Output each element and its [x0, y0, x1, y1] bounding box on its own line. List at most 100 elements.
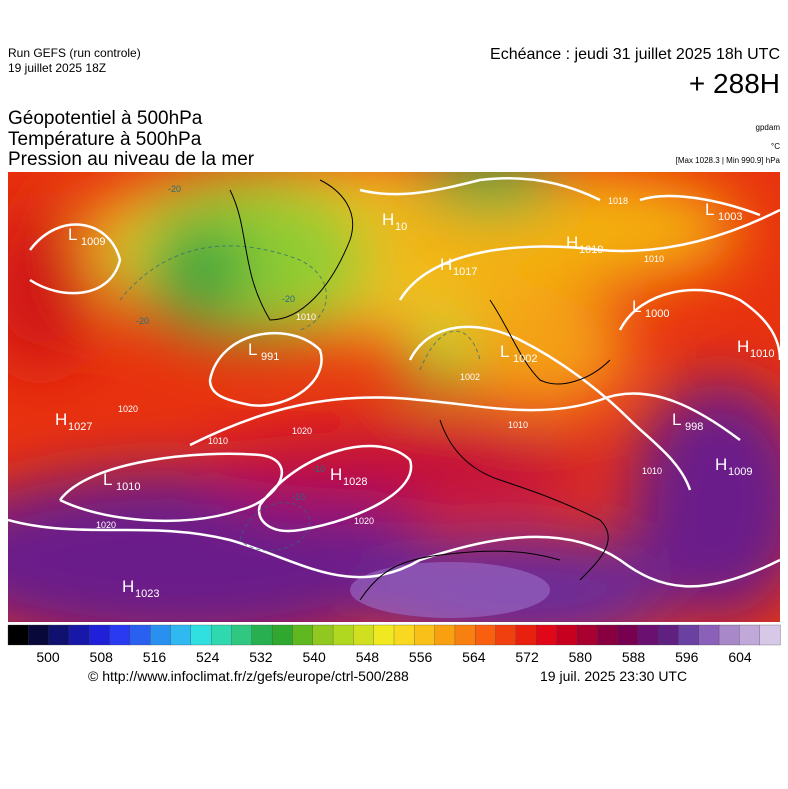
center-kind: L: [68, 225, 77, 244]
center-value: 1010: [116, 481, 140, 493]
colorbar-tick: 540: [302, 649, 326, 665]
colorbar-tick: 524: [196, 649, 220, 665]
isobar-label: 1018: [608, 196, 628, 206]
center-kind: H: [737, 337, 749, 356]
colorbar-swatch: [414, 624, 436, 646]
colorbar-swatch: [739, 624, 761, 646]
center-kind: H: [566, 233, 578, 252]
colorbar-swatch: [678, 624, 700, 646]
source-url: © http://www.infoclimat.fr/z/gefs/europe…: [88, 668, 409, 684]
colorbar-swatch: [393, 624, 415, 646]
colorbar-swatch: [597, 624, 619, 646]
center-value: 1002: [513, 353, 537, 365]
center-value: 1017: [453, 266, 477, 278]
colorbar-tick: 604: [728, 649, 752, 665]
colorbar-tick: 556: [409, 649, 433, 665]
center-kind: H: [55, 410, 67, 429]
unit: gpdam: [755, 123, 780, 132]
colorbar-swatch: [373, 624, 395, 646]
center-value: 1009: [81, 236, 105, 248]
isotherm-label: -20: [282, 294, 295, 304]
center-value: 998: [685, 421, 703, 433]
colorbar-swatch: [759, 624, 781, 646]
isobar-label: 1002: [460, 372, 480, 382]
colorbar-swatch: [495, 624, 517, 646]
colorbar-tick: 580: [569, 649, 593, 665]
colorbar-swatch: [657, 624, 680, 646]
center-kind: H: [122, 577, 134, 596]
layer: Température à 500hPa: [8, 129, 202, 150]
colorbar-swatch: [48, 624, 70, 646]
run: Run GEFS (run controle): [8, 46, 141, 60]
colorbar-swatch: [576, 624, 598, 646]
colorbar-tick: 596: [675, 649, 699, 665]
colorbar-swatch: [312, 624, 334, 646]
center-kind: H: [440, 255, 452, 274]
colorbar-swatch: [515, 624, 537, 646]
layer: Pression au niveau de la mer: [8, 149, 255, 170]
center-kind: H: [715, 455, 727, 474]
center-value: 1003: [718, 211, 742, 223]
isobar-label: 1010: [296, 312, 316, 322]
center-value: 1009: [728, 466, 752, 478]
isobar-label: 1020: [292, 426, 312, 436]
colorbar-tick: 548: [356, 649, 380, 665]
colorbar-tick: 564: [462, 649, 486, 665]
center-kind: H: [382, 210, 394, 229]
isotherm-label: -20: [136, 316, 149, 326]
colorbar-swatch: [68, 624, 90, 646]
isobar-label: 1010: [508, 420, 528, 430]
colorbar-tick: 532: [249, 649, 273, 665]
colorbar-swatch: [129, 624, 151, 646]
center-kind: L: [705, 200, 714, 219]
colorbar-swatch: [271, 624, 294, 646]
isobar-label: 1010: [644, 254, 664, 264]
issue-time: 19 juil. 2025 23:30 UTC: [540, 668, 688, 684]
unit: [Max 1028.3 | Min 990.9] hPa: [675, 156, 780, 165]
colorbar-swatch: [332, 624, 355, 646]
isobar-label: 1010: [642, 466, 662, 476]
unit: °C: [771, 142, 780, 151]
center-kind: L: [500, 342, 509, 361]
isotherm-label: -20: [168, 184, 181, 194]
center-value: 1000: [645, 308, 669, 320]
center-value: 1010: [750, 348, 774, 360]
colorbar-swatch: [698, 624, 720, 646]
colorbar-swatch: [718, 624, 741, 646]
colorbar-swatch: [353, 624, 375, 646]
colorbar-swatch: [89, 624, 111, 646]
isobar-label: 1020: [354, 516, 374, 526]
colorbar-tick: 516: [143, 649, 167, 665]
colorbar-tick: 572: [515, 649, 539, 665]
center-kind: L: [248, 340, 257, 359]
center-kind: H: [330, 465, 342, 484]
colorbar-swatch: [637, 624, 659, 646]
lead-time: + 288H: [688, 68, 780, 99]
colorbar-tick: 500: [36, 649, 60, 665]
isotherm-label: -10: [312, 464, 325, 474]
colorbar-swatch: [190, 624, 212, 646]
colorbar-swatch: [617, 624, 639, 646]
colorbar-swatch: [292, 624, 314, 646]
colorbar-swatch: [251, 624, 273, 646]
center-kind: L: [672, 410, 681, 429]
isobar-label: 1010: [208, 436, 228, 446]
center-value: 1019: [579, 244, 603, 256]
isotherm-label: -10: [292, 492, 305, 502]
center-kind: L: [103, 470, 112, 489]
layer: Géopotentiel à 500hPa: [8, 108, 203, 129]
center-kind: L: [632, 297, 641, 316]
center-value: 1023: [135, 588, 159, 600]
colorbar-swatch: [231, 624, 253, 646]
colorbar-swatch: [556, 624, 578, 646]
colorbar-swatch: [434, 624, 456, 646]
run-date: 19 juillet 2025 18Z: [8, 61, 107, 75]
colorbar-swatch: [28, 624, 50, 646]
colorbar-swatch: [170, 624, 192, 646]
echeance: Echéance : jeudi 31 juillet 2025 18h UTC: [490, 46, 780, 63]
colorbar-swatch: [211, 624, 233, 646]
colorbar-swatch: [150, 624, 172, 646]
colorbar-tick: 588: [622, 649, 646, 665]
